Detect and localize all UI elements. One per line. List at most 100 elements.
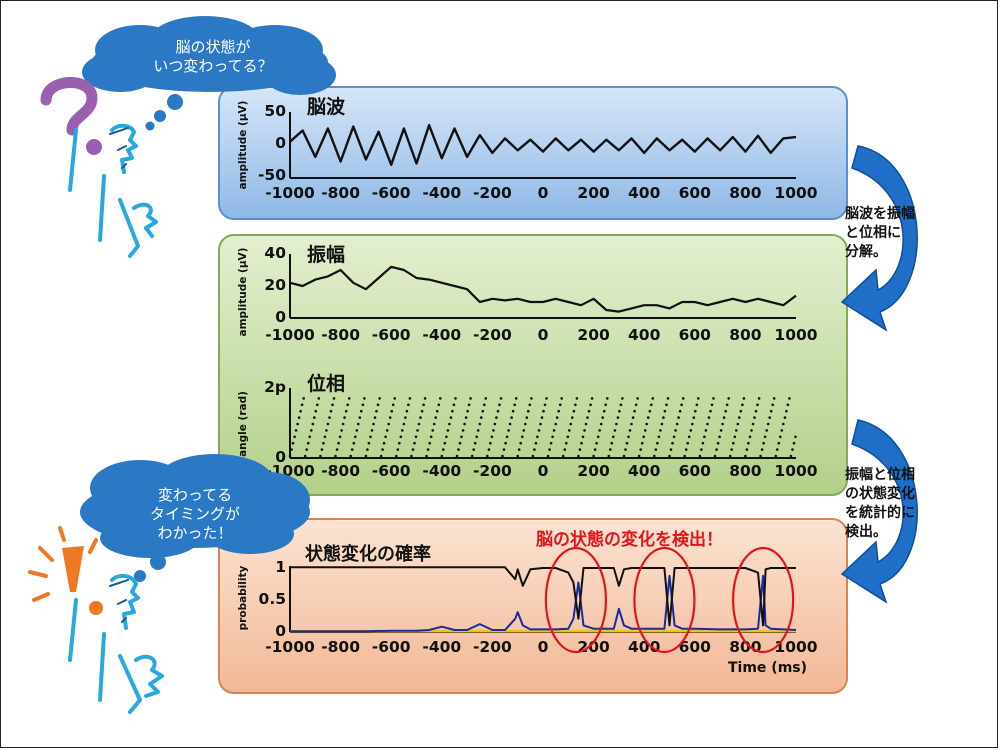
phase-point — [537, 429, 541, 432]
x-tick-label: 0 — [537, 184, 549, 202]
phase-point — [326, 422, 330, 426]
phase-point — [551, 435, 554, 439]
phase-point — [498, 403, 501, 407]
phase-point — [593, 448, 597, 451]
phase-point — [395, 454, 398, 458]
phase-point — [437, 403, 441, 407]
phase-point — [706, 422, 709, 426]
phase-point — [618, 409, 621, 413]
phase-point — [337, 441, 340, 445]
phase-point — [446, 429, 450, 432]
phase-point — [432, 422, 436, 426]
x-tick-label: 400 — [628, 462, 661, 480]
phase-point — [616, 416, 620, 419]
phase-point — [592, 454, 595, 458]
phase-point — [486, 454, 489, 458]
phase-point — [499, 397, 503, 400]
phase-point — [402, 422, 406, 426]
phase-point — [531, 454, 535, 458]
phase-point — [306, 441, 310, 445]
phase-point — [722, 416, 726, 419]
thought-cloud-top-icon — [82, 16, 336, 131]
phase-point — [558, 403, 562, 407]
probability-xlabel: Time (ms) — [728, 660, 808, 676]
phase-point — [774, 454, 778, 458]
phase-point — [578, 448, 582, 451]
phase-point — [741, 403, 744, 407]
phase-point — [378, 397, 381, 400]
phase-point — [601, 416, 604, 419]
phase-point — [381, 448, 384, 451]
phase-point — [414, 435, 418, 439]
phase-point — [613, 429, 617, 432]
x-tick-label: 1000 — [774, 638, 818, 656]
phase-point — [296, 422, 299, 426]
phase-point — [384, 435, 387, 439]
phase-point — [602, 409, 606, 413]
prob-ytick: 0 — [275, 622, 286, 640]
phase-point — [768, 416, 771, 419]
phase-point — [789, 454, 793, 458]
prob-ytick: 0.5 — [258, 590, 286, 608]
phase-point — [467, 403, 471, 407]
x-tick-label: 0 — [537, 326, 549, 344]
eeg-panel — [218, 86, 848, 220]
phase-point — [660, 422, 664, 426]
phase-point — [375, 409, 378, 413]
phase-point — [569, 422, 573, 426]
phase-point — [651, 397, 655, 400]
phase-point — [334, 454, 337, 458]
phase-point — [419, 416, 422, 419]
phase-point — [472, 448, 476, 451]
phase-point — [630, 422, 633, 426]
phase-point — [610, 441, 614, 445]
phase-point — [372, 422, 375, 426]
phase-point — [646, 416, 650, 419]
eeg-title: 脳波 — [307, 96, 346, 118]
phase-point — [322, 441, 325, 445]
phase-point — [429, 435, 433, 439]
phase-point — [754, 409, 758, 413]
amplitude-title: 振幅 — [307, 244, 346, 266]
cloud-bottom-text: 変わってる タイミングが わかった！ — [149, 486, 240, 542]
phase-point — [650, 403, 653, 407]
phase-point — [622, 454, 626, 458]
phase-point — [710, 403, 714, 407]
x-tick-label: -400 — [422, 184, 462, 202]
phase-point — [672, 435, 676, 439]
phase-point — [319, 454, 322, 458]
phase-point — [691, 422, 694, 426]
prob-black-line — [290, 566, 796, 627]
phase-point — [548, 448, 551, 451]
phase-point — [677, 416, 680, 419]
phase-point — [496, 409, 500, 413]
phase-point — [510, 416, 513, 419]
phase-point — [417, 422, 421, 426]
x-tick-label: -1000 — [265, 184, 315, 202]
phase-point — [665, 403, 668, 407]
phase-point — [294, 429, 298, 432]
x-tick-label: -1000 — [265, 326, 315, 344]
phase-point — [461, 429, 465, 432]
thinking-person-icon — [68, 123, 158, 258]
phase-point — [540, 416, 544, 419]
phase-point — [310, 429, 313, 432]
x-tick-label: 1000 — [774, 326, 818, 344]
phase-point — [598, 429, 601, 432]
phase-point — [426, 448, 430, 451]
eeg-line — [289, 124, 797, 166]
phase-point — [425, 454, 428, 458]
phase-point — [604, 403, 607, 407]
phase-point — [396, 448, 400, 451]
phase-point — [338, 435, 342, 439]
phase-point — [454, 397, 457, 400]
phase-point — [697, 397, 700, 400]
phase-point — [323, 435, 327, 439]
arrow-detect-icon — [840, 419, 918, 604]
phase-point — [527, 409, 530, 413]
phase-point — [458, 441, 462, 445]
phase-point — [480, 416, 483, 419]
x-tick-label: 400 — [628, 184, 661, 202]
